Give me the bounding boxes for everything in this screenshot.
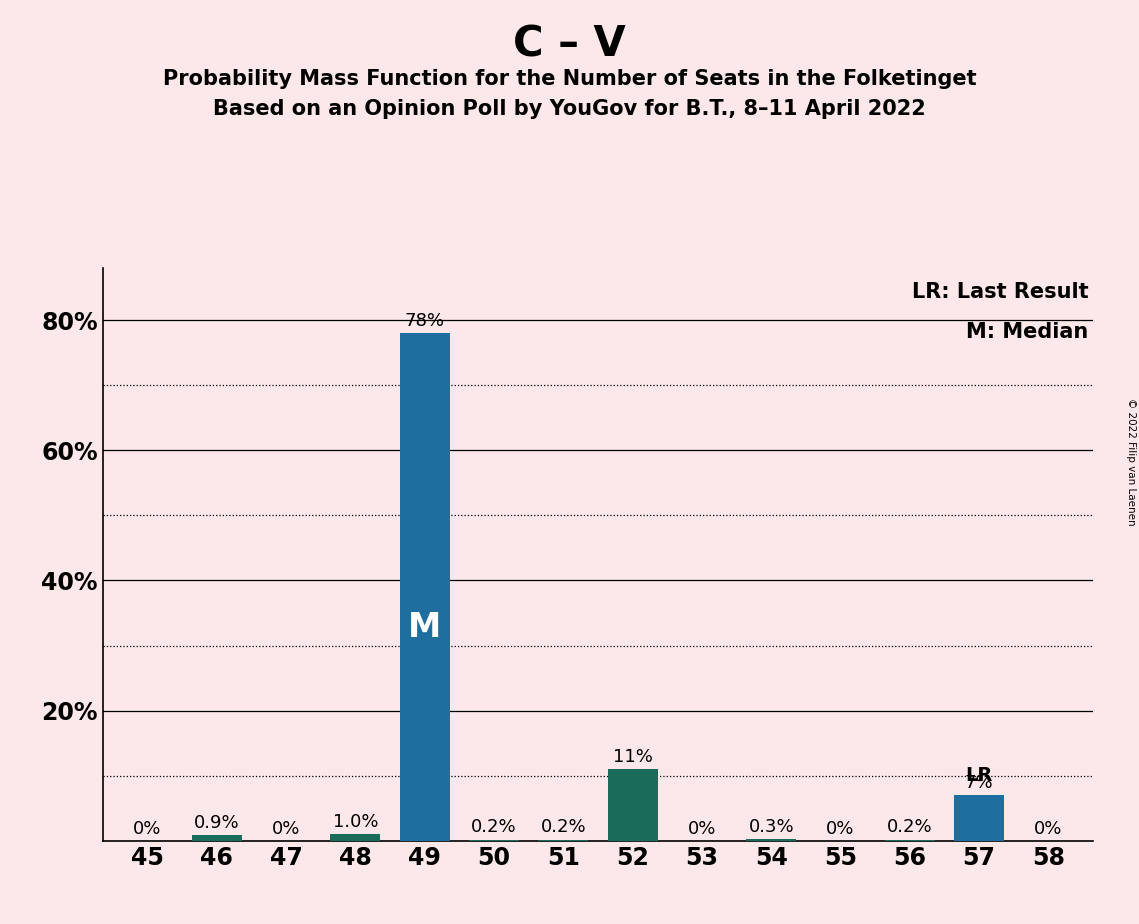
Text: 0%: 0% — [133, 821, 162, 838]
Text: 0%: 0% — [1034, 821, 1063, 838]
Text: 78%: 78% — [404, 311, 444, 330]
Text: 11%: 11% — [613, 748, 653, 766]
Text: C – V: C – V — [514, 23, 625, 65]
Text: 0.2%: 0.2% — [887, 819, 933, 836]
Text: LR: LR — [966, 766, 993, 785]
Text: 0.3%: 0.3% — [748, 818, 794, 835]
Text: © 2022 Filip van Laenen: © 2022 Filip van Laenen — [1126, 398, 1136, 526]
Text: M: M — [408, 611, 441, 644]
Text: Probability Mass Function for the Number of Seats in the Folketinget: Probability Mass Function for the Number… — [163, 69, 976, 90]
Bar — [746, 839, 796, 841]
Bar — [400, 333, 450, 841]
Bar — [539, 840, 588, 841]
Text: Based on an Opinion Poll by YouGov for B.T., 8–11 April 2022: Based on an Opinion Poll by YouGov for B… — [213, 99, 926, 119]
Text: 0.2%: 0.2% — [472, 819, 517, 836]
Text: M: Median: M: Median — [966, 322, 1089, 343]
Text: 0%: 0% — [826, 821, 854, 838]
Bar — [608, 769, 657, 841]
Bar — [469, 840, 519, 841]
Text: LR: Last Result: LR: Last Result — [912, 283, 1089, 302]
Text: 1.0%: 1.0% — [333, 813, 378, 831]
Text: 0%: 0% — [688, 821, 716, 838]
Text: 7%: 7% — [965, 774, 993, 792]
Bar — [330, 834, 380, 841]
Bar — [954, 796, 1005, 841]
Text: 0%: 0% — [272, 821, 301, 838]
Bar — [191, 835, 241, 841]
Text: 0.2%: 0.2% — [541, 819, 587, 836]
Text: 0.9%: 0.9% — [194, 814, 239, 832]
Bar — [885, 840, 935, 841]
